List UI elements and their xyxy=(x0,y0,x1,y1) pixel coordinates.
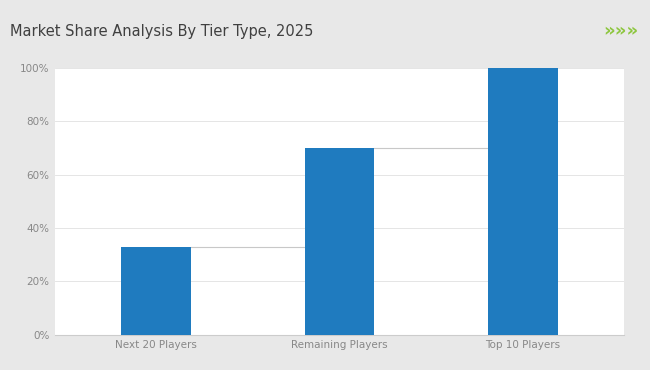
Bar xyxy=(305,148,374,335)
Bar xyxy=(488,68,558,335)
Text: »»»: »»» xyxy=(604,23,639,41)
Bar xyxy=(122,247,191,335)
Text: Market Share Analysis By Tier Type, 2025: Market Share Analysis By Tier Type, 2025 xyxy=(10,24,313,39)
